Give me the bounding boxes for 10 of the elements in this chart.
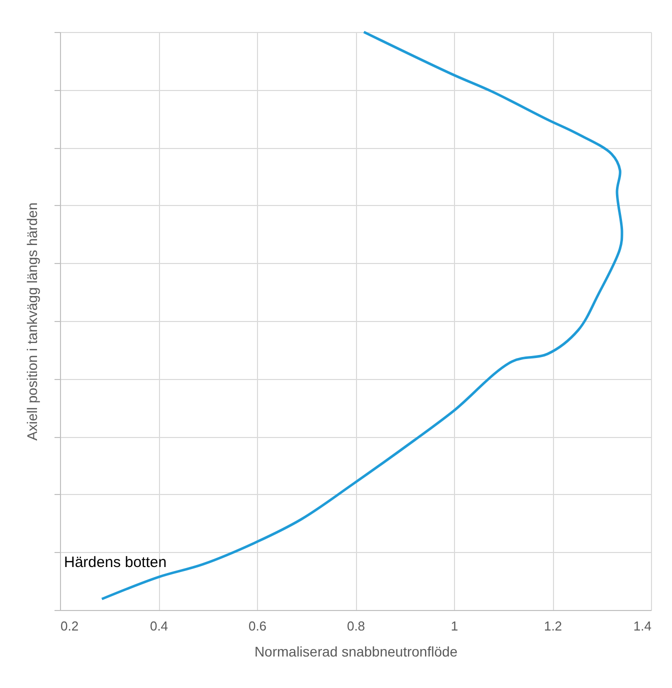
x-axis-title: Normaliserad snabbneutronflöde (254, 644, 458, 660)
x-tick-label: 0.8 (346, 618, 366, 634)
x-tick-label: 1 (450, 618, 458, 634)
y-axis-title: Axiell position i tankvägg längs härden (24, 202, 40, 441)
x-tick-label: 0.6 (248, 618, 267, 634)
x-tick-label: 1.4 (633, 618, 652, 634)
x-tick-label: 1.2 (544, 618, 562, 634)
x-tick-label: 0.4 (150, 618, 168, 634)
x-tick-label: 0.2 (60, 618, 79, 634)
annotation: Härdens botten (64, 554, 167, 571)
